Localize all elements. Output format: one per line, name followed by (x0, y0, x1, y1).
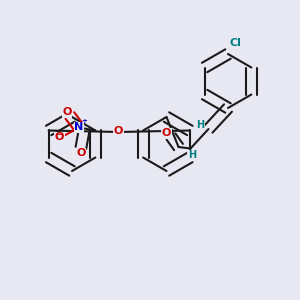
Text: −: − (56, 132, 62, 138)
Text: O: O (62, 107, 72, 118)
Text: H: H (196, 120, 204, 130)
Text: O: O (55, 132, 64, 142)
Text: N: N (74, 122, 83, 133)
Text: O: O (162, 128, 171, 139)
Text: +: + (81, 118, 87, 124)
Text: O: O (76, 148, 86, 158)
Text: Cl: Cl (230, 38, 242, 49)
Text: H: H (188, 150, 196, 160)
Text: O: O (114, 126, 123, 136)
